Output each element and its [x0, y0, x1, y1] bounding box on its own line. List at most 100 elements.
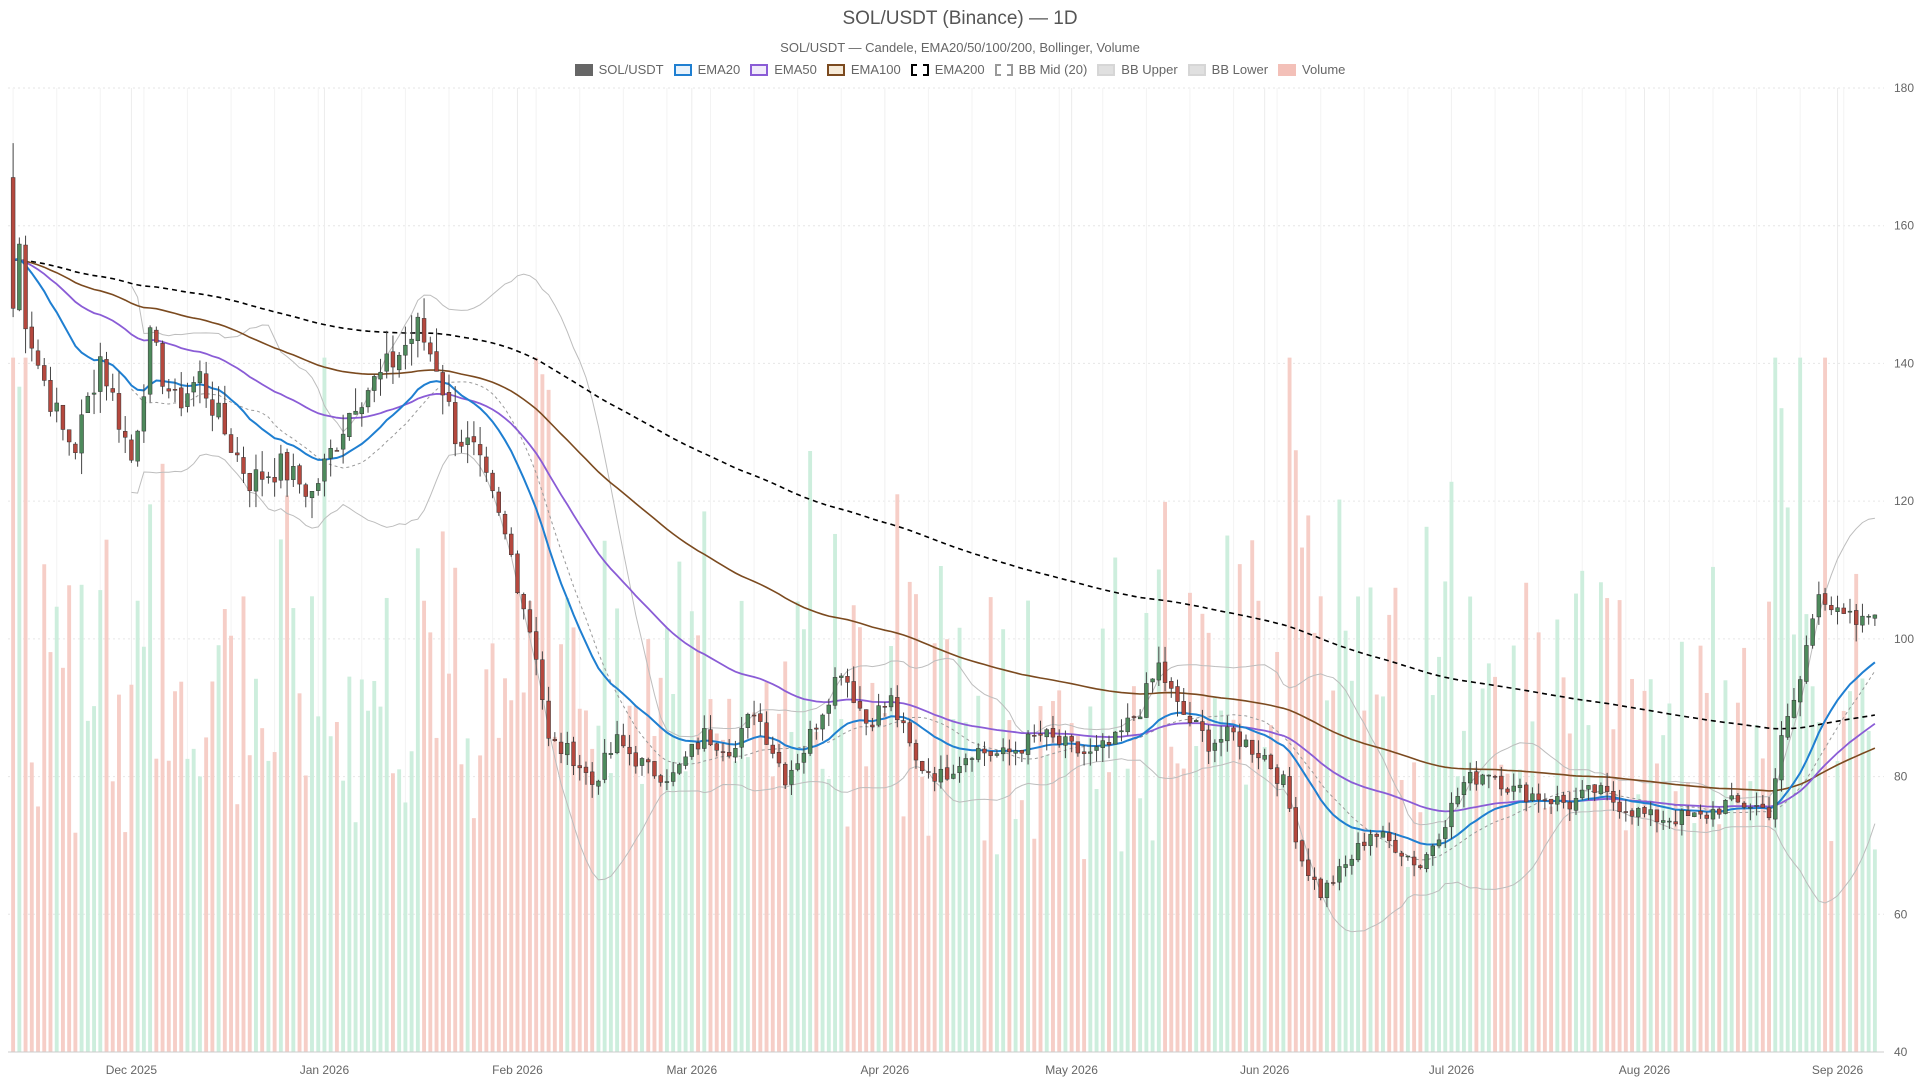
- volume-bar: [409, 751, 414, 1052]
- candle-body: [863, 709, 869, 724]
- candle-body: [546, 700, 551, 739]
- candle-body: [1318, 878, 1323, 898]
- legend-swatch: [826, 63, 845, 76]
- chart-title: SOL/USDT (Binance) — 1D: [842, 8, 1078, 29]
- candle-body: [1741, 802, 1747, 808]
- candle-body: [1580, 789, 1585, 799]
- volume-bar: [160, 463, 165, 1052]
- volume-bar: [1075, 735, 1080, 1052]
- chart-legend: SOL/USDT EMA20 EMA50 EMA100 EMA200 BB Mid (20…: [0, 62, 1920, 77]
- volume-bar: [926, 835, 931, 1052]
- candle-body: [689, 744, 695, 757]
- volume-bar: [1841, 710, 1846, 1052]
- legend-item[interactable]: EMA50: [750, 62, 817, 77]
- volume-bar: [627, 705, 632, 1052]
- candle-body: [1486, 774, 1492, 777]
- volume-bar: [590, 748, 595, 1052]
- volume-bar: [166, 760, 171, 1052]
- legend-item[interactable]: EMA200: [910, 62, 985, 77]
- volume-bar: [1119, 851, 1124, 1052]
- candle-body: [1075, 741, 1081, 754]
- candle-body: [1505, 788, 1510, 793]
- volume-bar: [440, 531, 445, 1052]
- volume-bar: [1194, 746, 1199, 1052]
- candle-body: [477, 444, 483, 456]
- candle-body: [1293, 807, 1298, 843]
- volume-bar: [1026, 600, 1030, 1052]
- candle-body: [1081, 751, 1087, 754]
- legend-swatch: [1187, 63, 1206, 76]
- volume-bar: [1318, 596, 1323, 1052]
- candle-body: [1274, 767, 1280, 784]
- candle-body: [29, 326, 34, 349]
- candle-body: [533, 631, 539, 660]
- candle-body: [527, 609, 533, 633]
- volume-bar: [1848, 691, 1852, 1052]
- legend-item[interactable]: EMA100: [826, 62, 901, 77]
- legend-item[interactable]: Volume: [1278, 62, 1345, 77]
- candle-body: [814, 727, 819, 730]
- candle-body: [1013, 750, 1018, 754]
- volume-bar: [1536, 632, 1541, 1052]
- volume-bar: [403, 802, 408, 1052]
- candle-body: [1816, 594, 1822, 618]
- volume-bar: [1630, 678, 1634, 1052]
- candle-body: [1137, 716, 1143, 720]
- candle-body: [1685, 810, 1691, 817]
- volume-bar: [1181, 768, 1186, 1052]
- volume-bar: [1412, 762, 1417, 1052]
- legend-item[interactable]: EMA20: [673, 62, 740, 77]
- volume-bar: [1237, 564, 1242, 1052]
- candle-body: [490, 472, 495, 491]
- bb-lower-line: [131, 452, 1876, 933]
- candle-body: [515, 553, 520, 594]
- volume-bar: [1082, 859, 1087, 1052]
- candle-body: [1343, 864, 1348, 868]
- candle-body: [1411, 856, 1417, 866]
- volume-bar: [422, 600, 427, 1052]
- candle-body: [1779, 735, 1784, 781]
- candle-body: [938, 768, 944, 783]
- candle-body: [428, 342, 433, 355]
- volume-bar: [285, 495, 290, 1053]
- candle-body: [1057, 735, 1062, 745]
- candle-body: [1443, 827, 1448, 839]
- candle-body: [222, 403, 228, 435]
- volume-bar: [1792, 634, 1796, 1052]
- volume-bar: [278, 539, 283, 1052]
- volume-bar: [1100, 628, 1105, 1052]
- volume-bar: [1717, 824, 1722, 1052]
- volume-bar: [496, 737, 501, 1052]
- volume-bar: [366, 710, 370, 1052]
- candle-body: [1231, 727, 1236, 733]
- volume-bar: [1816, 722, 1821, 1052]
- volume-bar: [79, 584, 84, 1052]
- candle-body: [783, 763, 788, 786]
- volume-bar: [1623, 830, 1628, 1052]
- legend-item[interactable]: BB Lower: [1187, 62, 1268, 77]
- candle-body: [384, 353, 389, 372]
- volume-bar: [415, 548, 420, 1052]
- candle-body: [1524, 784, 1529, 803]
- candle-body: [434, 351, 439, 372]
- legend-item[interactable]: SOL/USDT: [574, 62, 664, 77]
- volume-bar: [48, 652, 53, 1052]
- candle-body: [1330, 882, 1336, 884]
- volume-bar: [963, 722, 968, 1052]
- candle-body: [677, 764, 682, 774]
- candle-body: [621, 735, 626, 747]
- volume-bar: [1742, 647, 1747, 1052]
- candle-body: [758, 713, 763, 722]
- candle-body: [1268, 754, 1274, 769]
- legend-item[interactable]: BB Mid (20): [994, 62, 1087, 77]
- candle-body: [1250, 739, 1255, 755]
- candle-body: [1866, 615, 1871, 618]
- volume-bar: [1829, 841, 1834, 1052]
- candle-body: [484, 456, 489, 473]
- candle-body: [334, 450, 340, 452]
- candle-body: [552, 738, 558, 742]
- legend-swatch: [673, 63, 692, 76]
- legend-item[interactable]: BB Upper: [1097, 62, 1178, 77]
- candle-body: [571, 741, 576, 767]
- candle-body: [770, 744, 775, 754]
